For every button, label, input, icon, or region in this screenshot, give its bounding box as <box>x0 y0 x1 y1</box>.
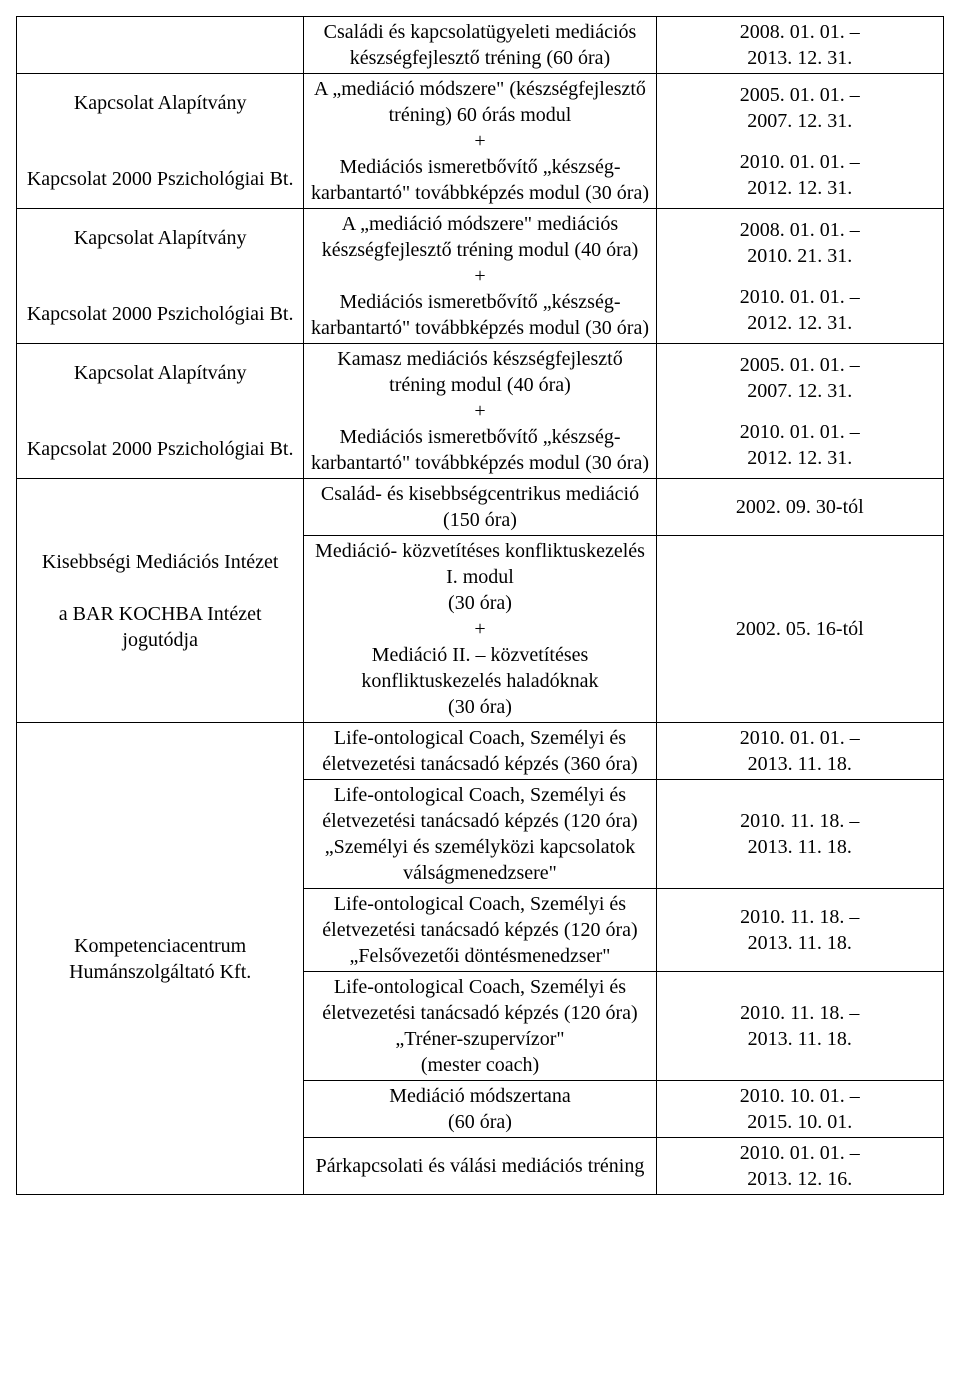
date-to: 2007. 12. 31. <box>663 108 937 134</box>
date-cell: 2002. 09. 30-tól <box>656 479 943 536</box>
date-cell: 2008. 01. 01. – 2010. 21. 31. <box>656 209 943 277</box>
table-row: Kompetenciacentrum Humánszolgáltató Kft.… <box>17 723 944 780</box>
training-table: Családi és kapcsolatügyeleti mediációs k… <box>16 16 944 1195</box>
org-text: Kapcsolat Alapítvány <box>23 360 297 386</box>
org-cell <box>17 17 304 74</box>
table-row: Családi és kapcsolatügyeleti mediációs k… <box>17 17 944 74</box>
org-text: Kapcsolat 2000 Pszichológiai Bt. <box>23 301 297 327</box>
date-from: 2008. 01. 01. – <box>663 19 937 45</box>
date-to: 2013. 11. 18. <box>663 1026 937 1052</box>
date-from: 2010. 01. 01. – <box>663 284 937 310</box>
date-cell: 2008. 01. 01. – 2013. 12. 31. <box>656 17 943 74</box>
date-to: 2013. 12. 16. <box>663 1166 937 1192</box>
course-text: A „mediáció módszere" (készségfejlesztő … <box>310 76 649 128</box>
course-cell: A „mediáció módszere" mediációs készségf… <box>304 209 656 344</box>
org-cell: Kompetenciacentrum Humánszolgáltató Kft. <box>17 723 304 1195</box>
course-cell: Life-ontological Coach, Személyi és élet… <box>304 972 656 1081</box>
table-row: Kapcsolat Alapítvány Kapcsolat 2000 Pszi… <box>17 74 944 142</box>
table-row: Kisebbségi Mediációs Intézeta BAR KOCHBA… <box>17 479 944 536</box>
date-cell: 2010. 01. 01. – 2013. 11. 18. <box>656 723 943 780</box>
date-cell: 2010. 01. 01. – 2013. 12. 16. <box>656 1138 943 1195</box>
org-cell: Kapcsolat Alapítvány Kapcsolat 2000 Pszi… <box>17 209 304 344</box>
course-cell: Mediáció- közvetítéses konfliktuskezelés… <box>304 536 656 723</box>
date-from: 2010. 11. 18. – <box>663 808 937 834</box>
course-cell: Life-ontological Coach, Személyi és élet… <box>304 780 656 889</box>
date-to: 2013. 11. 18. <box>663 930 937 956</box>
table-row: Kapcsolat Alapítvány Kapcsolat 2000 Pszi… <box>17 344 944 412</box>
course-cell: Kamasz mediációs készségfejlesztő trénin… <box>304 344 656 479</box>
date-to: 2012. 12. 31. <box>663 175 937 201</box>
date-to: 2012. 12. 31. <box>663 310 937 336</box>
org-text: Kapcsolat 2000 Pszichológiai Bt. <box>23 436 297 462</box>
date-to: 2012. 12. 31. <box>663 445 937 471</box>
course-text: +Mediációs ismeretbővítő „készség-karban… <box>310 128 649 206</box>
date-cell: 2010. 01. 01. – 2012. 12. 31. <box>656 276 943 344</box>
date-cell: 2010. 11. 18. – 2013. 11. 18. <box>656 780 943 889</box>
date-from: 2010. 01. 01. – <box>663 725 937 751</box>
org-cell: Kapcsolat Alapítvány Kapcsolat 2000 Pszi… <box>17 344 304 479</box>
course-text: +Mediációs ismeretbővítő „készség-karban… <box>310 263 649 341</box>
date-cell: 2010. 01. 01. – 2012. 12. 31. <box>656 141 943 209</box>
table-row: Kapcsolat Alapítvány Kapcsolat 2000 Pszi… <box>17 209 944 277</box>
date-cell: 2005. 01. 01. – 2007. 12. 31. <box>656 74 943 142</box>
date-from: 2010. 11. 18. – <box>663 1000 937 1026</box>
date-to: 2013. 11. 18. <box>663 751 937 777</box>
course-cell: A „mediáció módszere" (készségfejlesztő … <box>304 74 656 209</box>
course-cell: Párkapcsolati és válási mediációs trénin… <box>304 1138 656 1195</box>
org-cell: Kisebbségi Mediációs Intézeta BAR KOCHBA… <box>17 479 304 723</box>
date-to: 2010. 21. 31. <box>663 243 937 269</box>
date-cell: 2010. 11. 18. – 2013. 11. 18. <box>656 889 943 972</box>
date-cell: 2010. 11. 18. – 2013. 11. 18. <box>656 972 943 1081</box>
course-cell: Mediáció módszertana(60 óra) <box>304 1081 656 1138</box>
course-text: Kamasz mediációs készségfejlesztő trénin… <box>310 346 649 398</box>
org-text: Kapcsolat Alapítvány <box>23 90 297 116</box>
date-to: 2007. 12. 31. <box>663 378 937 404</box>
org-cell: Kapcsolat Alapítvány Kapcsolat 2000 Pszi… <box>17 74 304 209</box>
date-from: 2005. 01. 01. – <box>663 352 937 378</box>
date-from: 2010. 01. 01. – <box>663 419 937 445</box>
date-from: 2005. 01. 01. – <box>663 82 937 108</box>
org-text: Kapcsolat 2000 Pszichológiai Bt. <box>23 166 297 192</box>
date-from: 2010. 01. 01. – <box>663 1140 937 1166</box>
date-cell: 2002. 05. 16-tól <box>656 536 943 723</box>
date-cell: 2010. 01. 01. – 2012. 12. 31. <box>656 411 943 479</box>
date-to: 2013. 11. 18. <box>663 834 937 860</box>
date-to: 2013. 12. 31. <box>663 45 937 71</box>
date-cell: 2010. 10. 01. – 2015. 10. 01. <box>656 1081 943 1138</box>
date-from: 2010. 11. 18. – <box>663 904 937 930</box>
date-from: 2010. 01. 01. – <box>663 149 937 175</box>
org-text: Kapcsolat Alapítvány <box>23 225 297 251</box>
course-cell: Család- és kisebbségcentrikus mediáció (… <box>304 479 656 536</box>
date-cell: 2005. 01. 01. – 2007. 12. 31. <box>656 344 943 412</box>
course-cell: Családi és kapcsolatügyeleti mediációs k… <box>304 17 656 74</box>
course-cell: Life-ontological Coach, Személyi és élet… <box>304 889 656 972</box>
date-to: 2015. 10. 01. <box>663 1109 937 1135</box>
date-from: 2008. 01. 01. – <box>663 217 937 243</box>
course-text: +Mediációs ismeretbővítő „készség-karban… <box>310 398 649 476</box>
course-text: A „mediáció módszere" mediációs készségf… <box>310 211 649 263</box>
course-cell: Life-ontological Coach, Személyi és élet… <box>304 723 656 780</box>
date-from: 2010. 10. 01. – <box>663 1083 937 1109</box>
